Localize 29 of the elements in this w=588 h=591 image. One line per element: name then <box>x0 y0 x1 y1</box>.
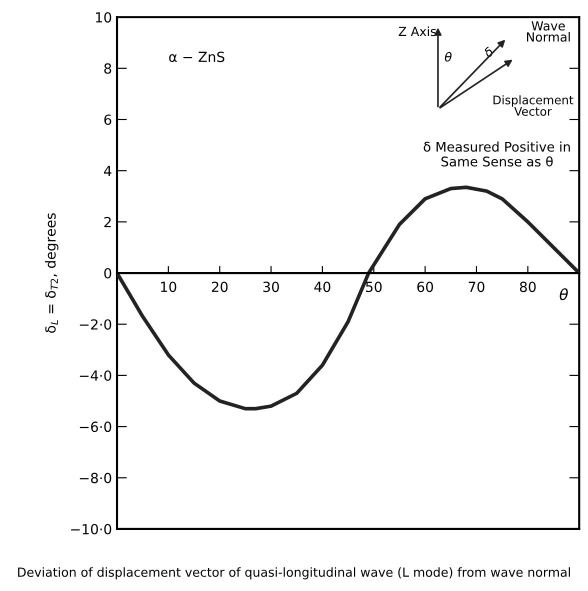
y-axis-title: δ$_{L}$ = δ$_{T2}$, degrees <box>45 213 58 333</box>
x-tick-label: 60 <box>417 282 434 292</box>
y-tick-label: 8 <box>104 63 112 74</box>
x-tick-label: 20 <box>212 282 228 292</box>
annotation: Displacement Vector <box>494 95 574 116</box>
y-tick-label: −2·0 <box>80 319 112 330</box>
x-tick-label: 50 <box>366 282 382 292</box>
y-tick-label: 4 <box>104 166 112 176</box>
y-tick-label: 0 <box>104 268 112 279</box>
annotation: Z Axis <box>398 26 436 36</box>
y-tick-label: −8·0 <box>80 472 112 484</box>
annotation: δ Measured Positive in Same Sense as θ <box>424 142 570 167</box>
x-tick-label: 80 <box>520 282 536 292</box>
y-tick-label: 10 <box>96 12 112 23</box>
y-tick-label: −4·0 <box>80 370 112 381</box>
annotation: θ <box>444 52 452 62</box>
y-tick-label: −6·0 <box>80 422 112 432</box>
x-tick-label: 10 <box>161 282 176 292</box>
text: Deviation of displacement vector of quasi-longitudinal wave (L mode) from wave normal <box>18 567 570 580</box>
x-tick-label: 40 <box>314 282 330 292</box>
x-tick-label: 30 <box>263 282 279 292</box>
x-tick-label: 70 <box>468 282 484 292</box>
line-series <box>117 186 580 410</box>
y-tick-label: −10·0 <box>71 524 112 534</box>
y-tick-label: 2 <box>104 216 111 228</box>
annotation: Wave Normal <box>526 21 570 42</box>
y-tick-label: 6 <box>104 114 112 125</box>
annotation: α − ZnS <box>169 52 224 62</box>
x-axis-title: θ <box>560 288 568 300</box>
